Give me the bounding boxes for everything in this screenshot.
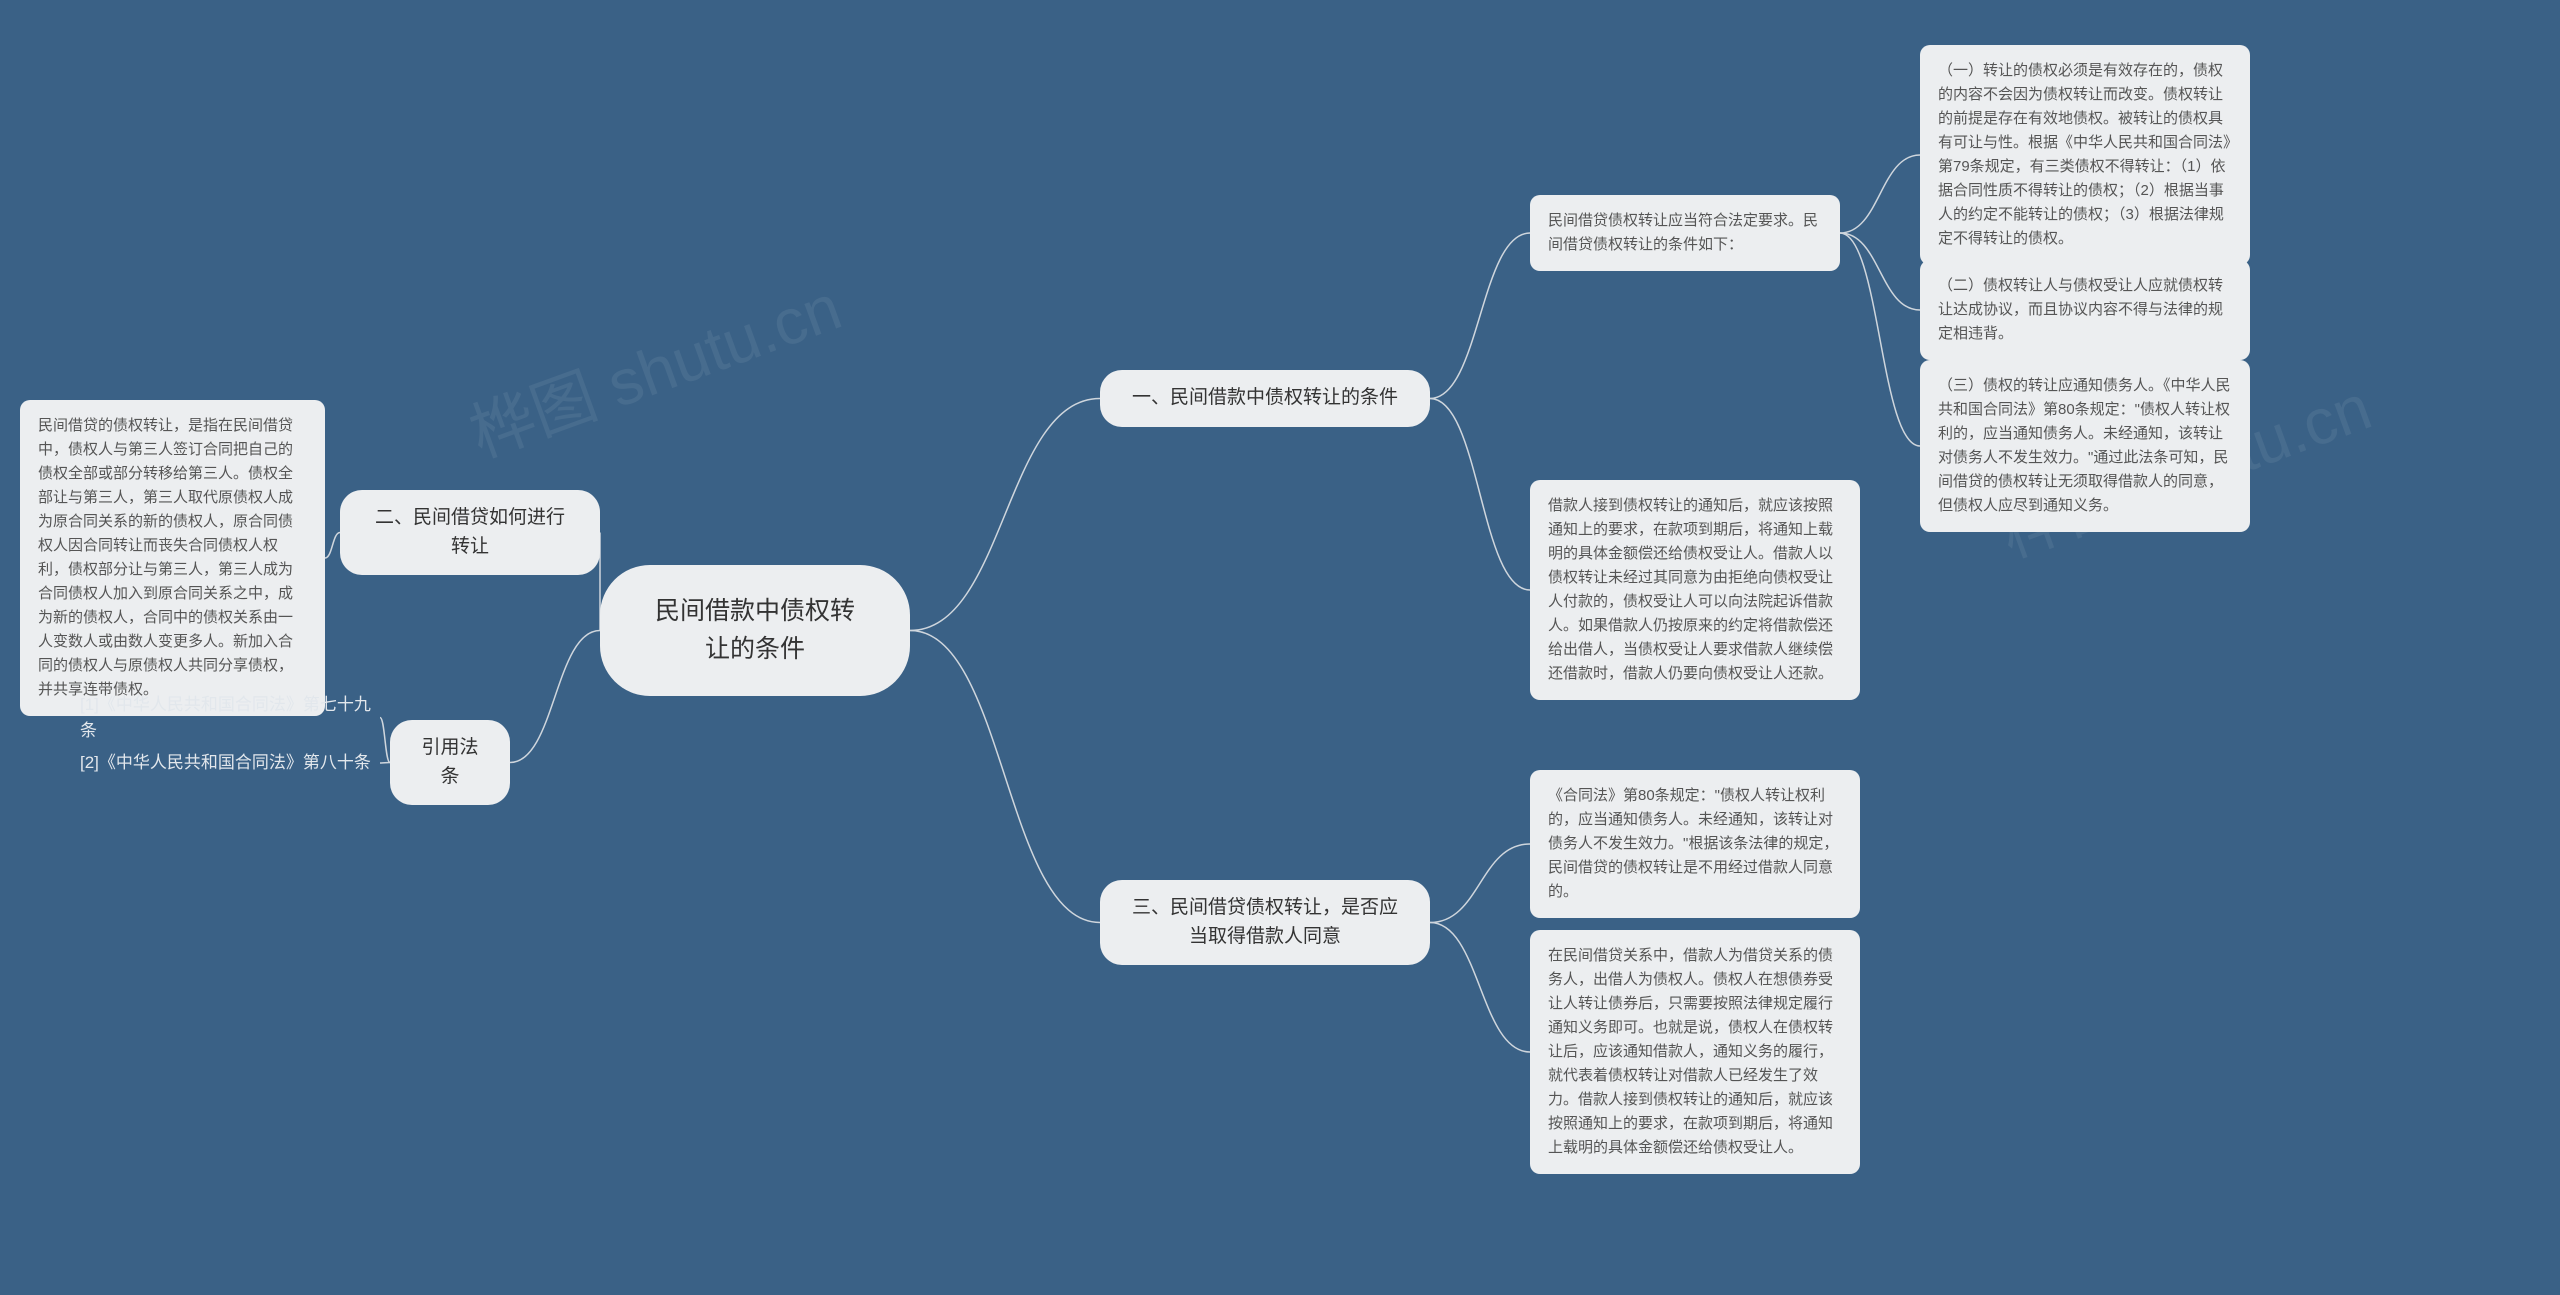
root-node[interactable]: 民间借款中债权转让的条件 [600, 565, 910, 696]
leaf-node-b3c2[interactable]: 在民间借贷关系中，借款人为借贷关系的债务人，出借人为债权人。债权人在想债券受让人… [1530, 930, 1860, 1174]
leaf-node-b1c1a[interactable]: （一）转让的债权必须是有效存在的，债权的内容不会因为债权转让而改变。债权转让的前… [1920, 45, 2250, 265]
branch-node-b4[interactable]: 引用法条 [390, 720, 510, 805]
leaf-node-b1c1[interactable]: 民间借贷债权转让应当符合法定要求。民间借贷债权转让的条件如下： [1530, 195, 1840, 271]
leaf-node-b2c1[interactable]: 民间借贷的债权转让，是指在民间借贷中，债权人与第三人签订合同把自己的债权全部或部… [20, 400, 325, 716]
leaf-node-b1c2[interactable]: 借款人接到债权转让的通知后，就应该按照通知上的要求，在款项到期后，将通知上载明的… [1530, 480, 1860, 700]
leaf-node-b1c1c[interactable]: （三）债权的转让应通知债务人。《中华人民共和国合同法》第80条规定："债权人转让… [1920, 360, 2250, 532]
leaf-node-b3c1[interactable]: 《合同法》第80条规定："债权人转让权利的，应当通知债务人。未经通知，该转让对债… [1530, 770, 1860, 918]
branch-node-b1[interactable]: 一、民间借款中债权转让的条件 [1100, 370, 1430, 427]
leaf-node-b4c2[interactable]: [2]《中华人民共和国合同法》第八十条 [80, 750, 380, 776]
watermark-1: 桦图 shutu.cn [456, 256, 852, 475]
branch-node-b3[interactable]: 三、民间借贷债权转让，是否应当取得借款人同意 [1100, 880, 1430, 965]
leaf-node-b1c1b[interactable]: （二）债权转让人与债权受让人应就债权转让达成协议，而且协议内容不得与法律的规定相… [1920, 260, 2250, 360]
leaf-node-b4c1[interactable]: [1]《中华人民共和国合同法》第七十九条 [80, 692, 380, 743]
branch-node-b2[interactable]: 二、民间借贷如何进行转让 [340, 490, 600, 575]
